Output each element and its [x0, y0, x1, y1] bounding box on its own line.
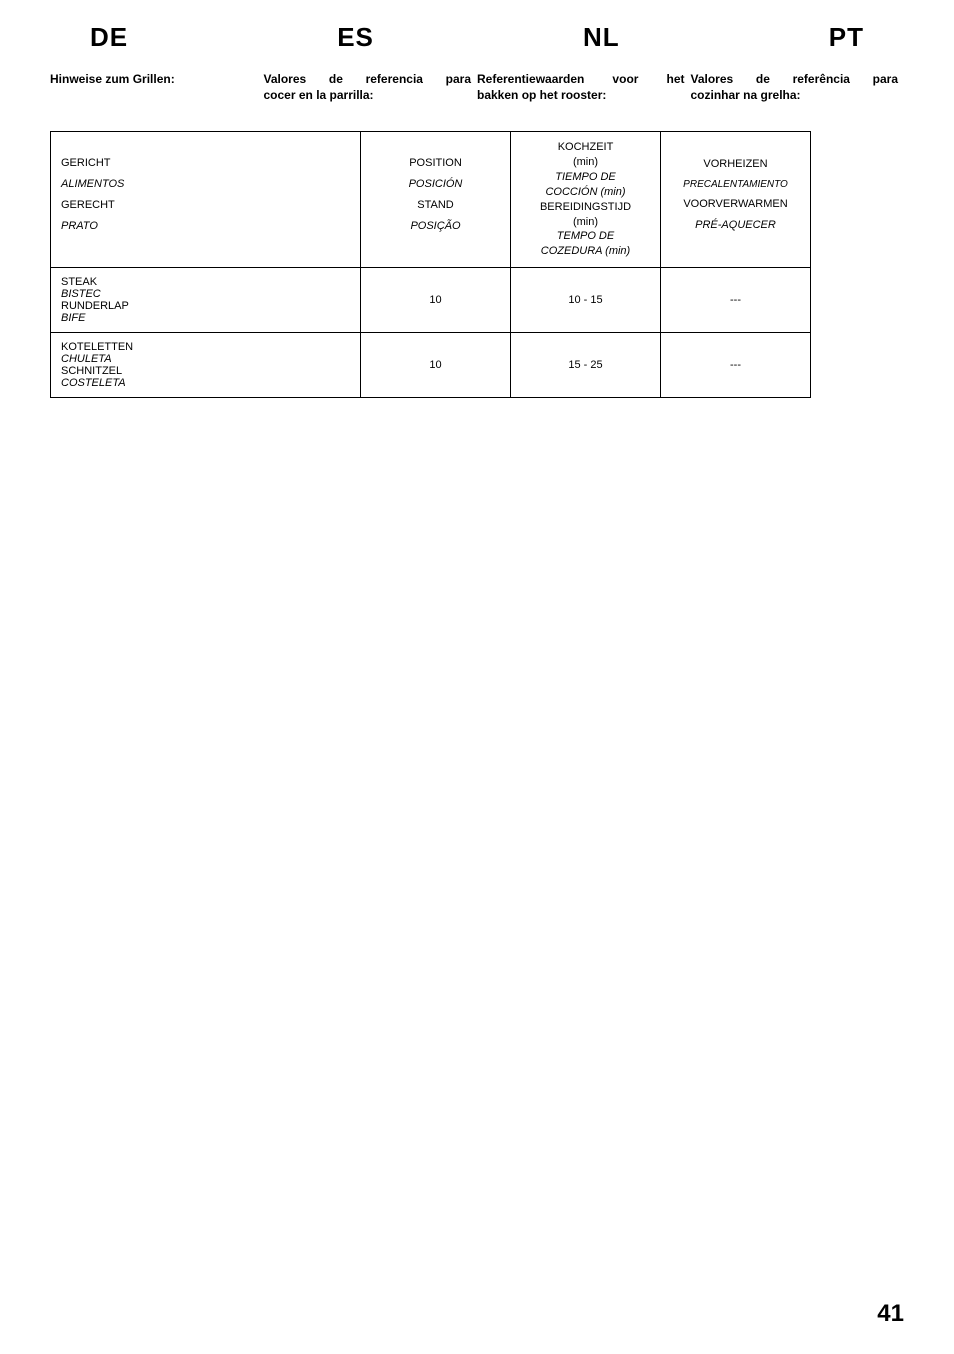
heading-pt: Valores de referência para cozinhar na g…: [691, 71, 905, 103]
header-time-nl1: BEREIDINGSTIJD: [521, 200, 650, 215]
heading-nl-line1: Referentiewaarden voor het: [477, 72, 685, 86]
heading-nl: Referentiewaarden voor het bakken op het…: [477, 71, 691, 103]
lang-de: DE: [90, 22, 128, 53]
table-row: STEAK BISTEC RUNDERLAP BIFE 10 10 - 15 -…: [51, 268, 811, 333]
header-preheat-es: PRECALENTAMIENTO: [671, 178, 800, 192]
header-position-de: POSITION: [371, 156, 500, 171]
heading-es-line1: Valores de referencia para: [264, 72, 472, 86]
header-dish: GERICHT ALIMENTOS GERECHT PRATO: [51, 132, 361, 268]
header-position-es: POSICIÓN: [371, 177, 500, 192]
grilling-table: GERICHT ALIMENTOS GERECHT PRATO POSITION…: [50, 131, 811, 398]
header-dish-es: ALIMENTOS: [61, 177, 350, 192]
lang-es: ES: [337, 22, 374, 53]
header-time-es1: TIEMPO DE: [521, 170, 650, 185]
cell-preheat: ---: [661, 333, 811, 398]
header-preheat-de: VORHEIZEN: [671, 157, 800, 172]
heading-nl-line2: bakken op het rooster:: [477, 87, 685, 103]
header-preheat-nl: VOORVERWARMEN: [671, 197, 800, 212]
table-row: KOTELETTEN CHULETA SCHNITZEL COSTELETA 1…: [51, 333, 811, 398]
dish-es: BISTEC: [61, 288, 350, 300]
header-dish-de: GERICHT: [61, 156, 350, 171]
cell-time: 15 - 25: [511, 333, 661, 398]
cell-position: 10: [361, 268, 511, 333]
lang-nl: NL: [583, 22, 620, 53]
header-time-es2: COCCIÓN (min): [521, 185, 650, 200]
dish-nl: RUNDERLAP: [61, 300, 350, 312]
header-time: KOCHZEIT (min) TIEMPO DE COCCIÓN (min) B…: [511, 132, 661, 268]
header-position: POSITION POSICIÓN STAND POSIÇÃO: [361, 132, 511, 268]
header-preheat-pt: PRÉ-AQUECER: [671, 218, 800, 233]
cell-dish: KOTELETTEN CHULETA SCHNITZEL COSTELETA: [51, 333, 361, 398]
header-time-de2: (min): [521, 155, 650, 170]
header-preheat: VORHEIZEN PRECALENTAMIENTO VOORVERWARMEN…: [661, 132, 811, 268]
heading-pt-line1: Valores de referência para: [691, 72, 899, 86]
dish-es: CHULETA: [61, 353, 350, 365]
cell-dish: STEAK BISTEC RUNDERLAP BIFE: [51, 268, 361, 333]
table-header-row: GERICHT ALIMENTOS GERECHT PRATO POSITION…: [51, 132, 811, 268]
heading-de: Hinweise zum Grillen:: [50, 71, 264, 103]
heading-es: Valores de referencia para cocer en la p…: [264, 71, 478, 103]
header-dish-nl: GERECHT: [61, 198, 350, 213]
dish-de: STEAK: [61, 276, 350, 288]
dish-pt: BIFE: [61, 312, 350, 324]
section-headings: Hinweise zum Grillen: Valores de referen…: [50, 71, 904, 103]
header-time-pt2: COZEDURA (min): [521, 244, 650, 259]
cell-time: 10 - 15: [511, 268, 661, 333]
heading-es-line2: cocer en la parrilla:: [264, 87, 472, 103]
header-time-de1: KOCHZEIT: [521, 140, 650, 155]
header-position-pt: POSIÇÃO: [371, 219, 500, 234]
header-time-pt1: TEMPO DE: [521, 229, 650, 244]
header-position-nl: STAND: [371, 198, 500, 213]
heading-pt-line2: cozinhar na grelha:: [691, 87, 899, 103]
dish-de: KOTELETTEN: [61, 341, 350, 353]
page: DE ES NL PT Hinweise zum Grillen: Valore…: [0, 0, 954, 1354]
header-dish-pt: PRATO: [61, 219, 350, 234]
dish-pt: COSTELETA: [61, 377, 350, 389]
dish-nl: SCHNITZEL: [61, 365, 350, 377]
cell-preheat: ---: [661, 268, 811, 333]
page-number: 41: [877, 1300, 904, 1328]
cell-position: 10: [361, 333, 511, 398]
header-time-nl2: (min): [521, 215, 650, 230]
lang-pt: PT: [829, 22, 864, 53]
language-row: DE ES NL PT: [50, 22, 904, 53]
